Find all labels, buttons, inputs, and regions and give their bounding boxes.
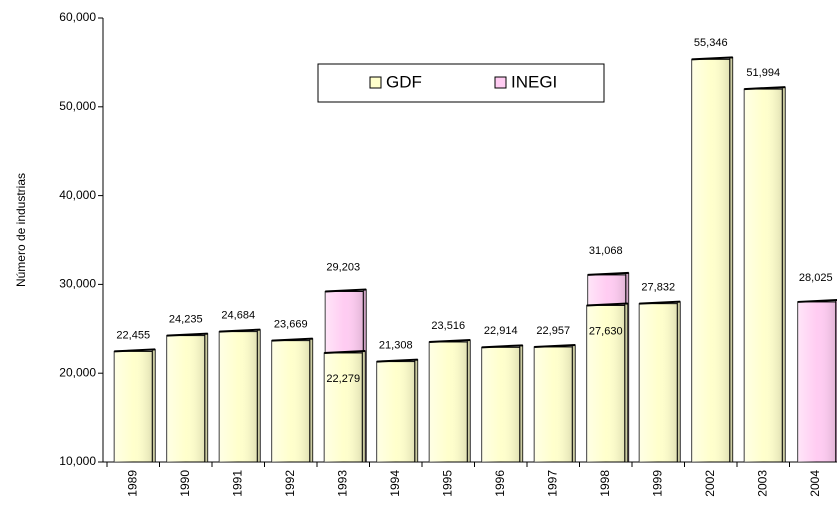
value-label: 22,957 (536, 325, 570, 337)
value-label: 27,630 (589, 325, 623, 337)
bar-top (219, 328, 261, 333)
value-label: 29,203 (326, 261, 360, 273)
bar-shine (481, 347, 520, 462)
y-tick-label: 40,000 (59, 188, 96, 202)
value-label: 22,914 (484, 325, 518, 337)
legend (317, 63, 605, 103)
y-tick-label: 60,000 (59, 10, 96, 24)
bar-shine (586, 305, 625, 462)
bar-shine (271, 340, 310, 462)
legend-label: GDF (386, 72, 422, 91)
x-tick-label: 1994 (388, 470, 402, 497)
y-tick-label: 10,000 (59, 454, 96, 468)
x-tick-label: 1997 (545, 470, 559, 497)
x-tick-label: 1989 (125, 470, 139, 497)
bar-top (534, 343, 576, 348)
bar-top (691, 56, 733, 61)
value-label: 24,235 (169, 313, 203, 325)
bar-top (744, 86, 786, 91)
bar-shine (639, 303, 678, 462)
legend-swatch (369, 76, 382, 89)
value-label: 23,516 (431, 320, 465, 332)
x-tick-label: 1992 (283, 470, 297, 497)
value-label: 31,068 (589, 245, 623, 257)
y-axis-label: Número de industrias (14, 173, 28, 287)
x-tick-label: 1991 (230, 470, 244, 497)
x-tick-label: 1996 (493, 470, 507, 497)
value-label: 23,669 (274, 319, 308, 331)
bar-top (376, 358, 418, 363)
y-tick-label: 20,000 (59, 365, 96, 379)
bar-top (271, 337, 313, 342)
bar-shine (376, 361, 415, 462)
bar-top (325, 288, 367, 293)
legend-swatch (494, 76, 507, 89)
legend-label: INEGI (511, 72, 557, 91)
bar-shine (534, 346, 573, 462)
x-tick-label: 1990 (178, 470, 192, 497)
x-tick-label: 1995 (440, 470, 454, 497)
value-label: 27,832 (641, 282, 675, 294)
value-label: 22,455 (116, 329, 150, 341)
bar-shine (166, 335, 205, 462)
bar-shine (219, 331, 258, 462)
bar-top (481, 344, 523, 349)
bar-top (586, 302, 628, 307)
x-tick-label: 2004 (808, 470, 822, 497)
bar-shine (744, 89, 783, 463)
bar-top (797, 299, 837, 303)
bar-shine (429, 341, 468, 462)
bar-top (166, 332, 208, 337)
y-tick-label: 50,000 (59, 99, 96, 113)
value-label: 28,025 (799, 272, 833, 284)
bar-top (587, 271, 629, 276)
y-tick-label: 30,000 (59, 277, 96, 291)
x-tick-label: 2003 (755, 470, 769, 497)
value-label: 24,684 (221, 310, 255, 322)
x-tick-label: 1999 (650, 470, 664, 497)
bar-top (324, 349, 366, 354)
bar-shine (324, 352, 363, 462)
x-tick-label: 2002 (703, 470, 717, 497)
bar-shine (114, 351, 153, 462)
bar-shine (691, 59, 730, 463)
value-label: 22,279 (326, 373, 360, 385)
bar-top (639, 300, 681, 305)
value-label: 21,308 (379, 339, 413, 351)
x-tick-label: 1993 (335, 470, 349, 497)
value-label: 55,346 (694, 37, 728, 49)
value-label: 51,994 (746, 67, 780, 79)
bar-top (114, 348, 156, 353)
bar-top (429, 338, 471, 343)
bar-shine (797, 301, 836, 462)
x-tick-label: 1998 (598, 470, 612, 497)
